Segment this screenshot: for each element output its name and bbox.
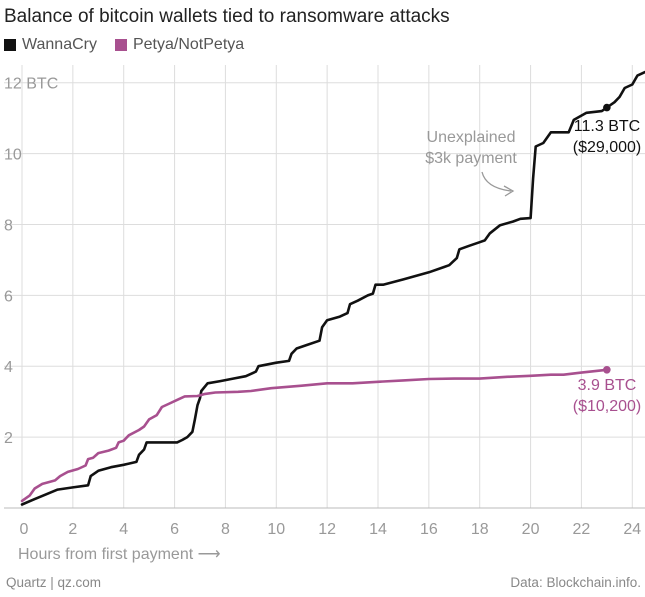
x-tick-label: 4: [119, 521, 128, 538]
chart-title: Balance of bitcoin wallets tied to ranso…: [4, 6, 450, 27]
legend-item-petya: Petya/NotPetya: [114, 36, 245, 54]
y-tick-label: 12 BTC: [4, 76, 58, 93]
legend-swatch-petya: [114, 39, 127, 51]
x-tick-label: 2: [68, 521, 77, 538]
annotation-unexplained-line-2: $3k payment: [425, 150, 517, 167]
annotation-wannacry-line-2: ($29,000): [573, 139, 642, 156]
endpoint-marker-petya: [603, 365, 611, 374]
series-layer: [20, 70, 645, 506]
x-tick-label: 24: [623, 521, 641, 538]
x-tick-label: 6: [170, 521, 179, 538]
annotation-arrow: [481, 171, 512, 192]
series-line-wannacry: [20, 70, 645, 506]
y-tick-label: 2: [4, 430, 13, 447]
x-axis-title: Hours from first payment ⟶: [18, 546, 221, 563]
source-credit: Quartz | qz.com: [6, 575, 102, 590]
legend: WannaCry Petya/NotPetya: [4, 36, 244, 54]
legend-swatch-wannacry: [4, 39, 16, 51]
annotation-unexplained-line-1: Unexplained: [427, 129, 516, 146]
grid: [4, 65, 645, 509]
annotation-arrow-head: [503, 185, 515, 197]
x-tick-label: 16: [420, 521, 438, 538]
x-tick-label: 10: [267, 521, 285, 538]
y-tick-label: 6: [4, 288, 13, 305]
annotation-petya-line-1: 3.9 BTC: [578, 377, 637, 394]
x-tick-label: 14: [369, 521, 387, 538]
y-tick-label: 8: [4, 217, 13, 234]
x-tick-label: 20: [522, 521, 540, 538]
legend-label-wannacry: WannaCry: [22, 36, 97, 53]
data-source: Data: Blockchain.info.: [510, 575, 641, 590]
y-tick-label: 10: [4, 147, 22, 164]
annotation-petya-line-2: ($10,200): [573, 398, 642, 415]
x-tick-label: 0: [20, 521, 29, 538]
series-line-petya: [20, 368, 609, 503]
endpoint-marker-wannacry: [603, 103, 611, 112]
x-tick-label: 8: [221, 521, 230, 538]
x-tick-label: 18: [471, 521, 489, 538]
legend-item-wannacry: WannaCry: [4, 36, 97, 54]
x-tick-label: 22: [573, 521, 591, 538]
x-tick-label: 12: [318, 521, 336, 538]
legend-label-petya: Petya/NotPetya: [132, 36, 245, 53]
annotation-wannacry-line-1: 11.3 BTC: [574, 118, 640, 135]
y-tick-label: 4: [4, 359, 13, 376]
